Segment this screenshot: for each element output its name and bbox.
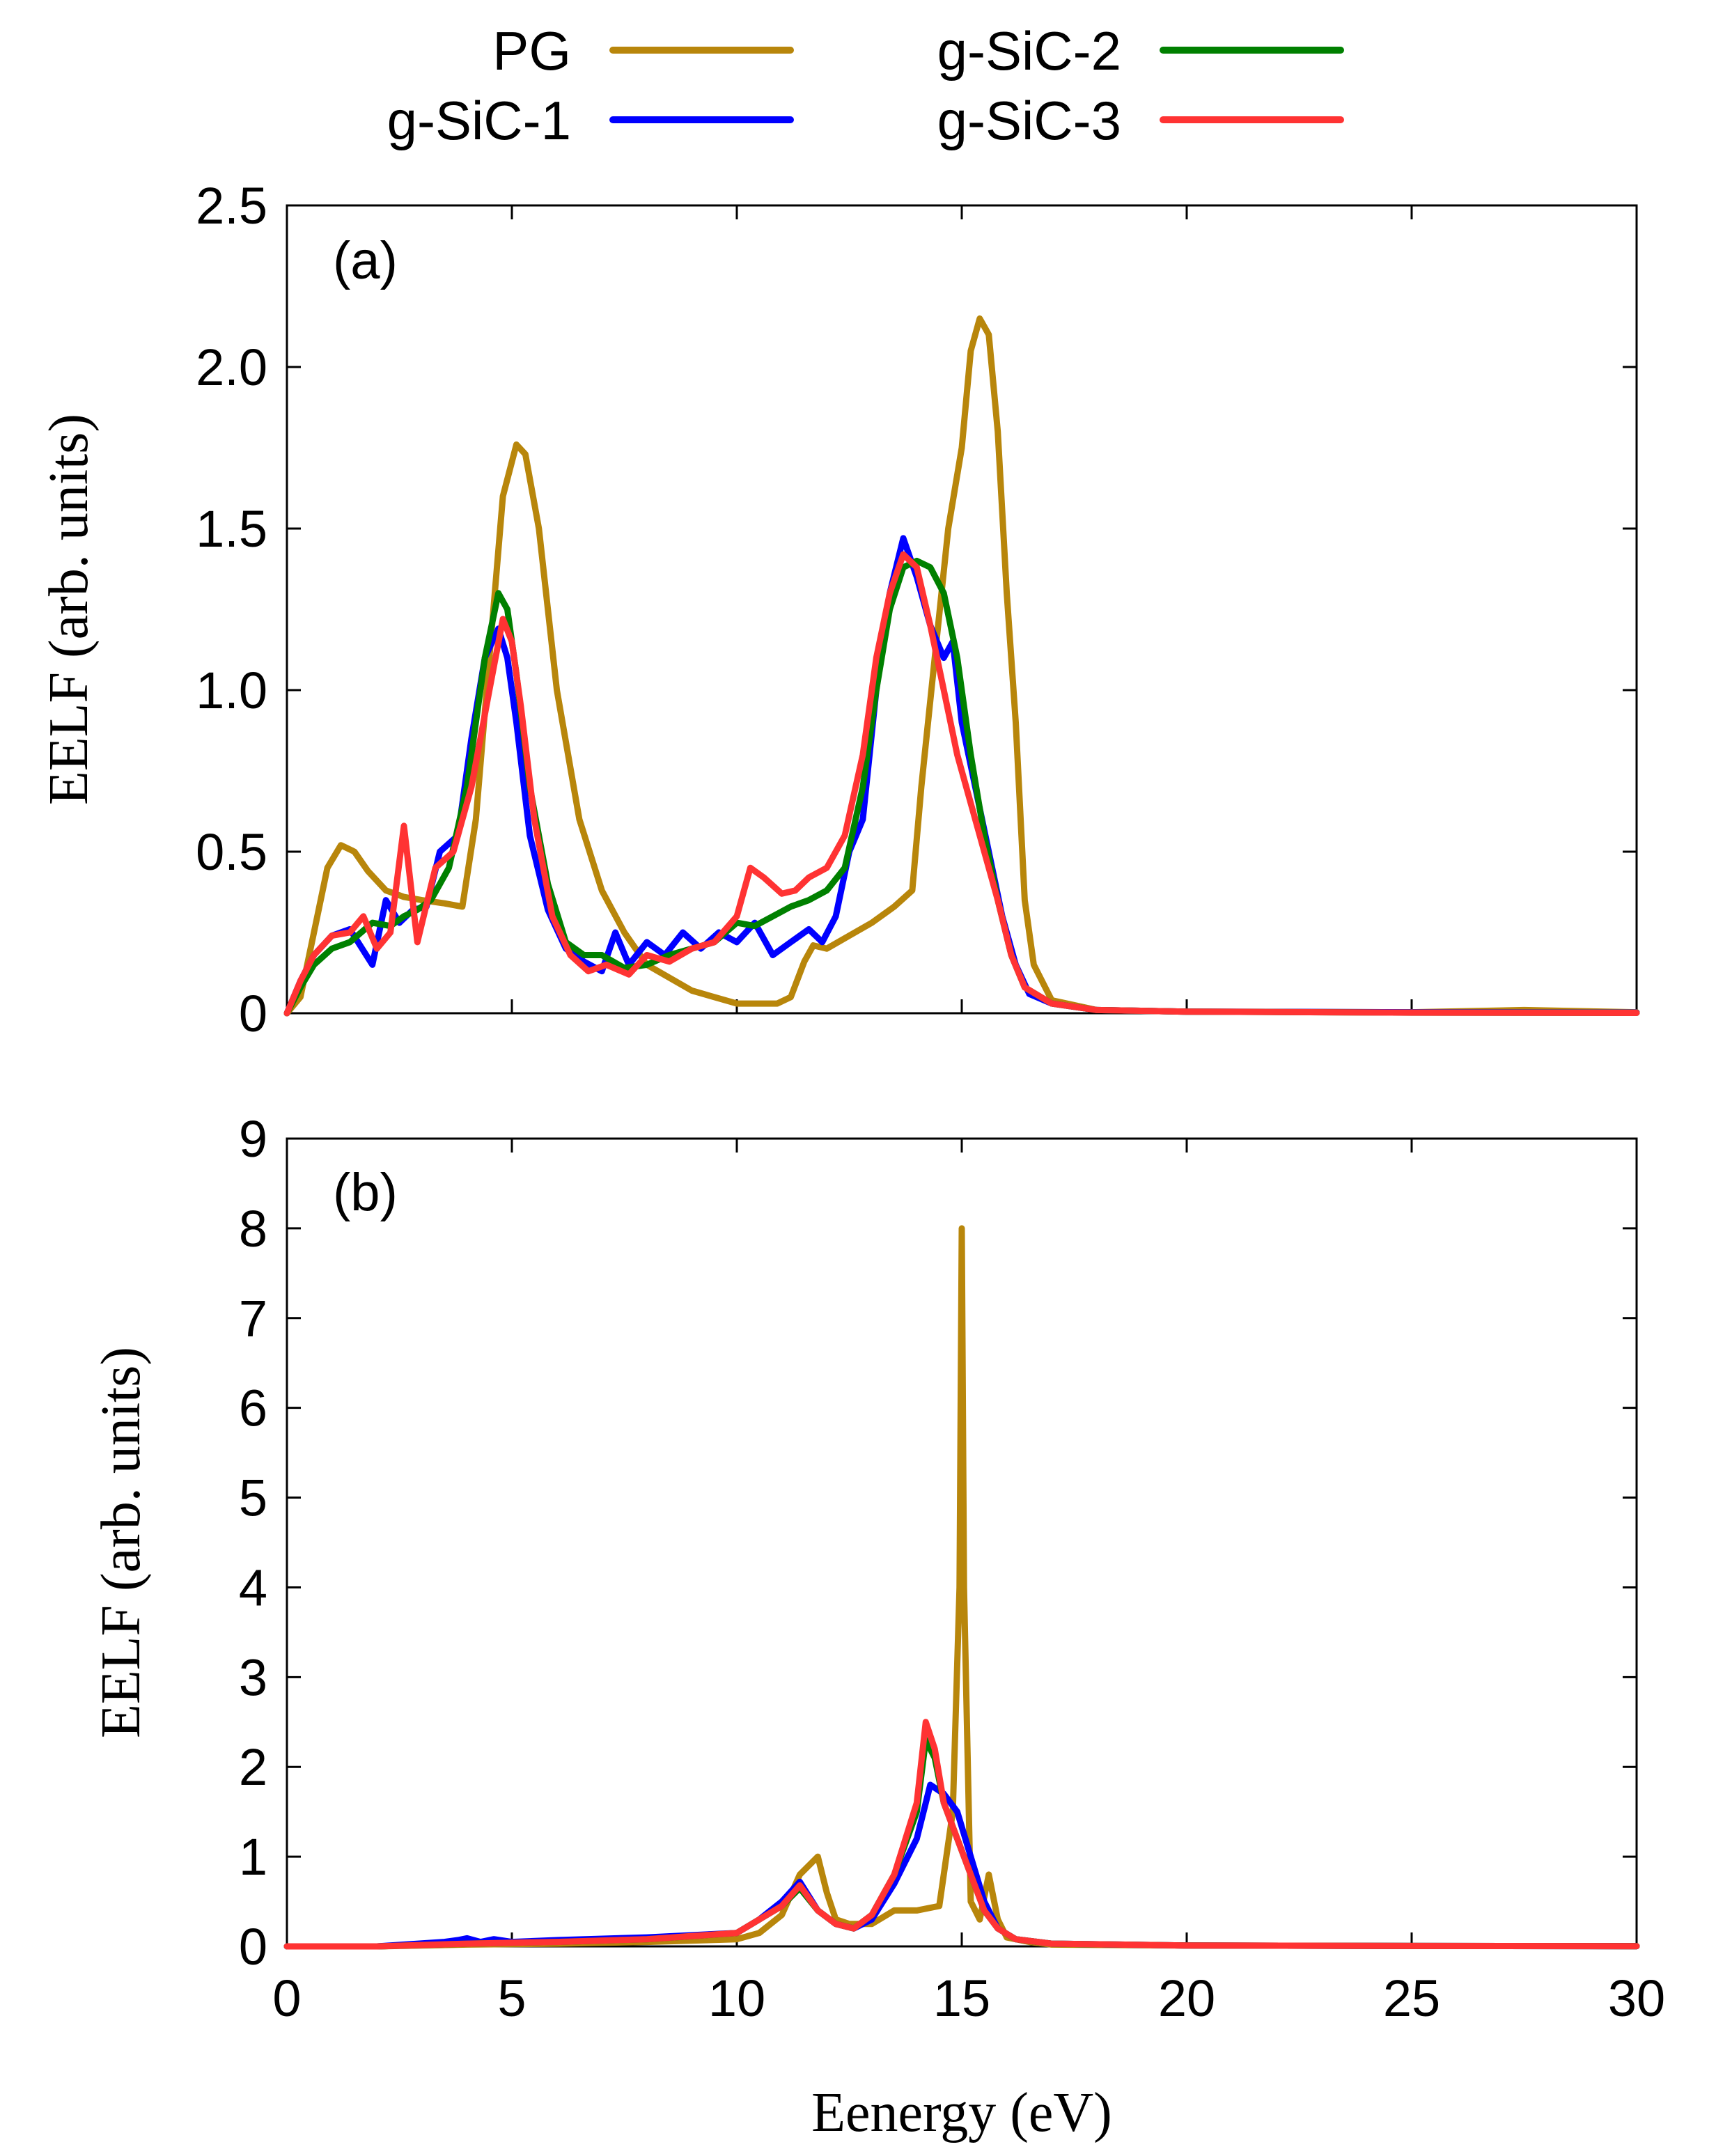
panel-a-y-ticks: 0 0.5 1.0 1.5 2.0 2.5 bbox=[196, 177, 1637, 1042]
panel-a-series-g-sic-3 bbox=[283, 551, 1640, 1017]
panel-b: (b) EELF (arb. units) 0 1 2 3 4 5 6 7 8 9 0 5 10 15 2… bbox=[91, 1110, 1665, 2027]
panel-b-y-tick-label: 7 bbox=[239, 1290, 267, 1348]
panel-a-y-tick-label: 2.0 bbox=[196, 338, 267, 396]
panel-a-y-tick-label: 1.5 bbox=[196, 500, 267, 558]
panel-b-x-ticks: 0 5 10 15 20 25 30 bbox=[272, 1139, 1665, 2027]
panel-b-y-axis-title: EELF (arb. units) bbox=[91, 1347, 152, 1738]
x-tick-label: 5 bbox=[497, 1969, 526, 2027]
panel-b-y-tick-label: 2 bbox=[239, 1738, 267, 1796]
legend: PG g-SiC-1 g-SiC-2 g-SiC-3 bbox=[387, 20, 1344, 151]
panel-b-y-ticks: 0 1 2 3 4 5 6 7 8 9 bbox=[239, 1110, 1637, 1976]
x-tick-label: 15 bbox=[933, 1969, 990, 2027]
panel-b-label: (b) bbox=[333, 1163, 398, 1222]
panel-b-y-tick-label: 1 bbox=[239, 1828, 267, 1886]
panel-a-series bbox=[283, 315, 1640, 1017]
panel-b-y-tick-label: 5 bbox=[239, 1469, 267, 1527]
x-tick-label: 0 bbox=[272, 1969, 301, 2027]
panel-b-y-tick-label: 4 bbox=[239, 1559, 267, 1616]
panel-a-y-axis-title: EELF (arb. units) bbox=[38, 414, 100, 805]
panel-a-y-tick-label: 0 bbox=[239, 985, 267, 1042]
panel-b-series-g-sic-3 bbox=[283, 1719, 1640, 1950]
panel-a: (a) EELF (arb. units) 0 0.5 1.0 1.5 2.0 2.5 bbox=[38, 177, 1640, 1042]
panel-b-y-tick-label: 8 bbox=[239, 1200, 267, 1258]
legend-label-pg: PG bbox=[492, 20, 571, 81]
x-tick-label: 20 bbox=[1158, 1969, 1215, 2027]
x-tick-label: 10 bbox=[708, 1969, 765, 2027]
panel-b-y-tick-label: 3 bbox=[239, 1648, 267, 1706]
panel-a-y-tick-label: 1.0 bbox=[196, 662, 267, 719]
panel-a-y-tick-label: 0.5 bbox=[196, 823, 267, 881]
panel-b-series bbox=[283, 1225, 1640, 1950]
legend-label-g-sic-3: g-SiC-3 bbox=[937, 90, 1121, 151]
legend-label-g-sic-1: g-SiC-1 bbox=[387, 90, 571, 151]
panel-a-label: (a) bbox=[333, 231, 398, 290]
x-axis-title: Eenergy (eV) bbox=[811, 2082, 1112, 2143]
legend-label-g-sic-2: g-SiC-2 bbox=[937, 20, 1121, 81]
panel-b-y-tick-label: 9 bbox=[239, 1110, 267, 1168]
panel-a-y-tick-label: 2.5 bbox=[196, 177, 267, 235]
panel-b-y-tick-label: 6 bbox=[239, 1380, 267, 1437]
x-tick-label: 30 bbox=[1608, 1969, 1665, 2027]
x-tick-label: 25 bbox=[1383, 1969, 1440, 2027]
panel-b-y-tick-label: 0 bbox=[239, 1918, 267, 1976]
